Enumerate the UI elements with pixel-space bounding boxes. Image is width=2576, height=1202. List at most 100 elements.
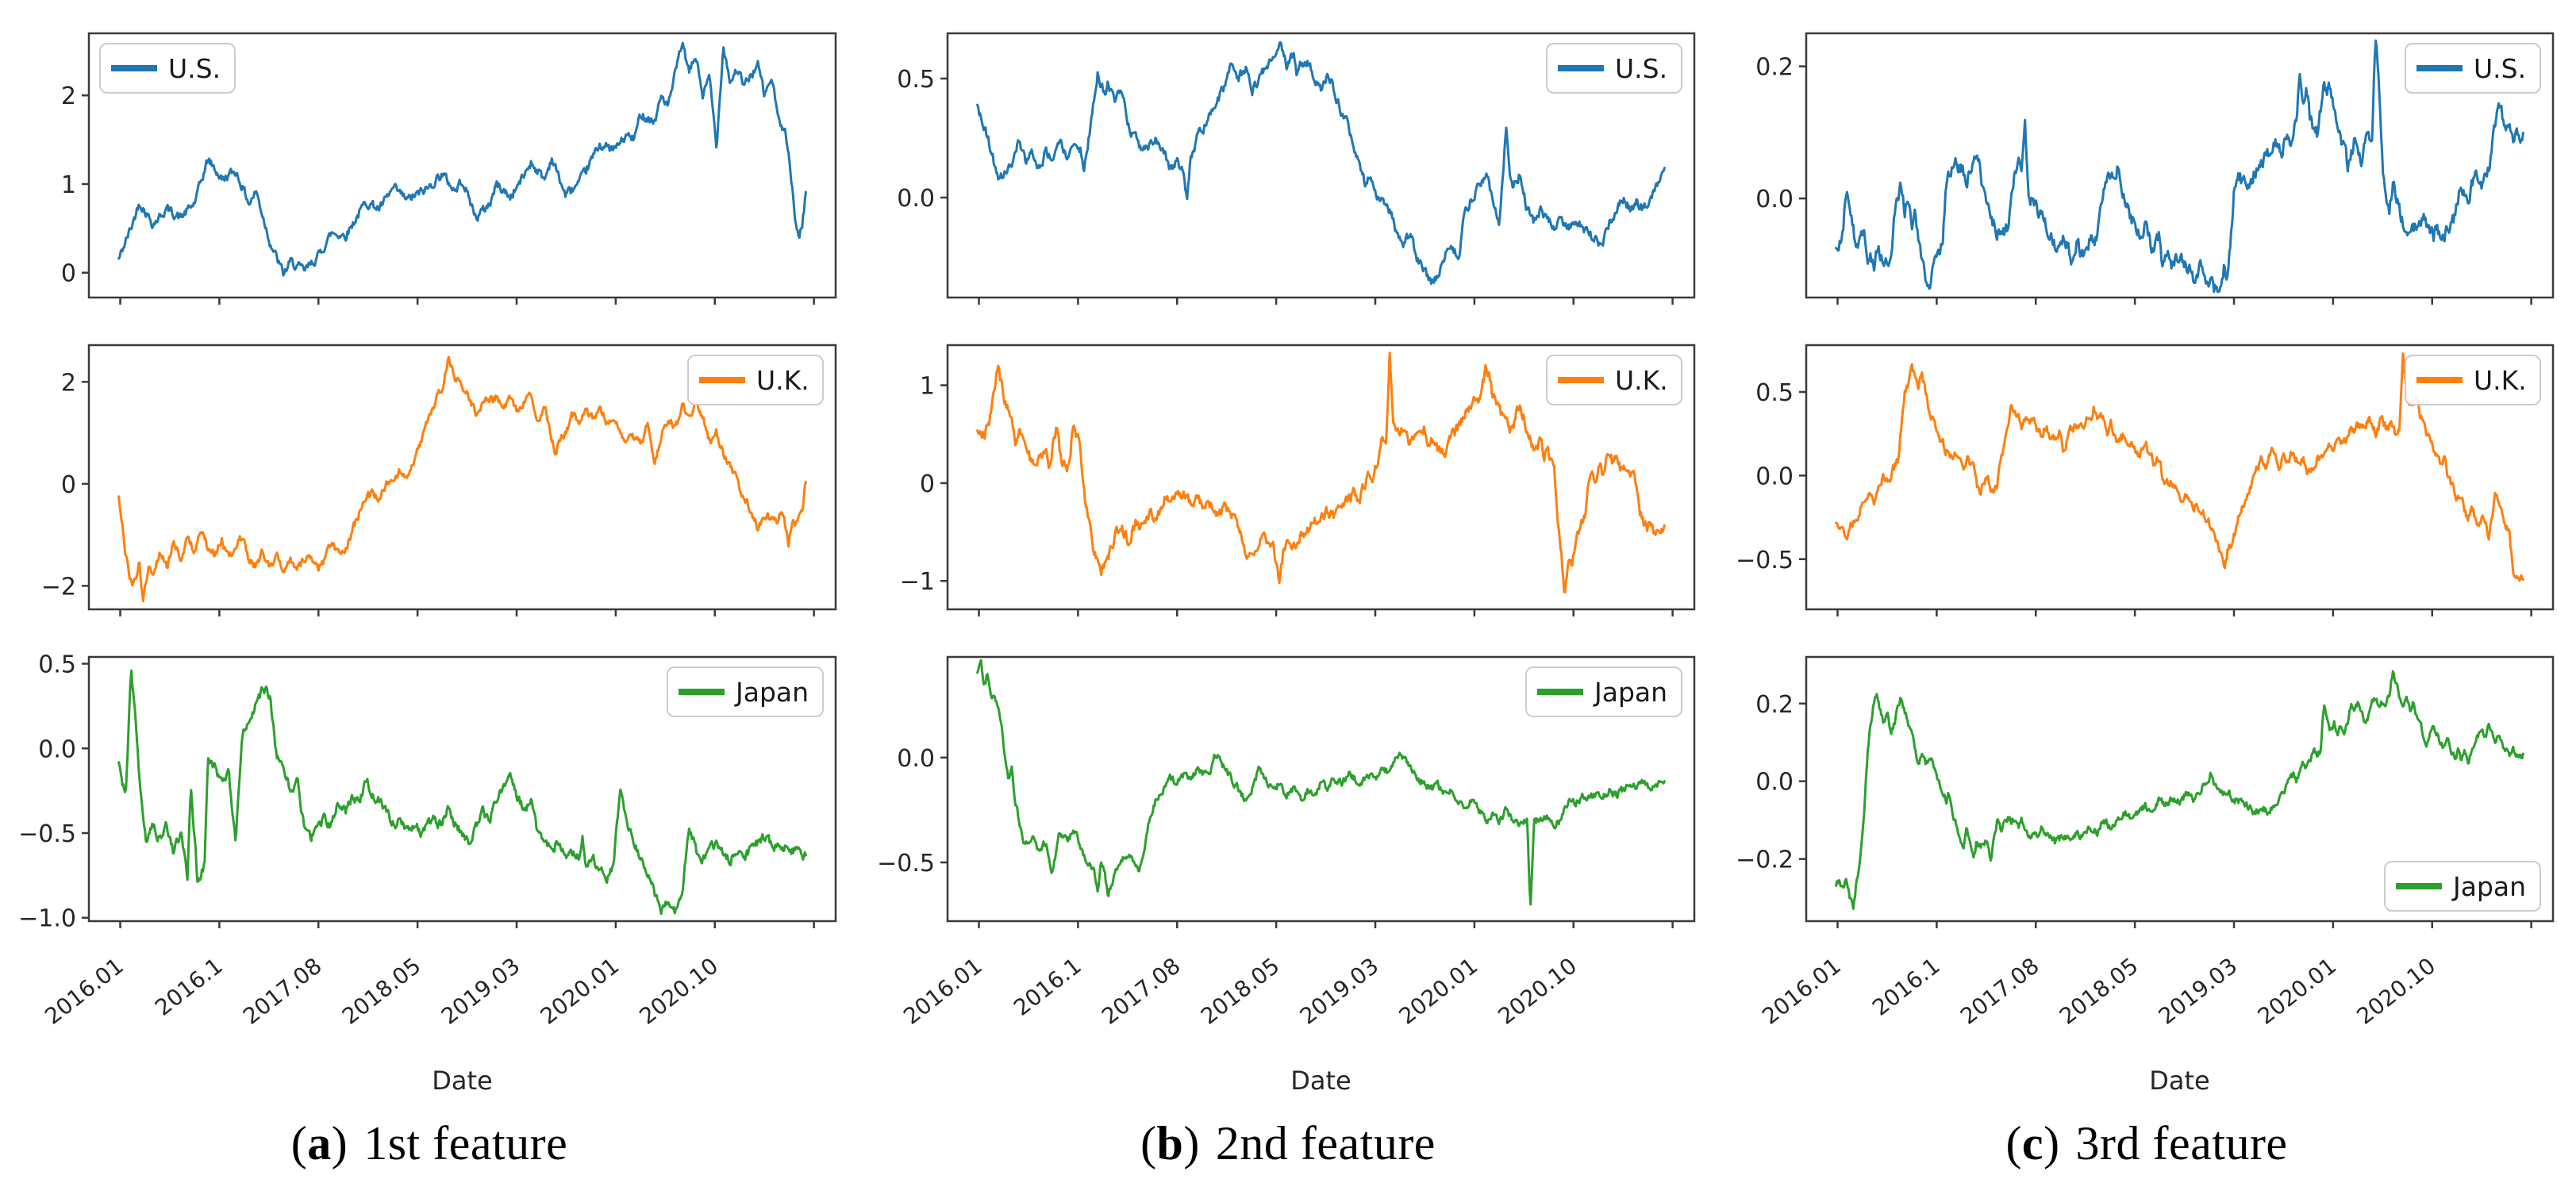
x-tick-label: 2016.1 <box>1867 953 1945 1021</box>
subplot-a-uk: 2 0 −2 U.K. <box>41 344 837 616</box>
legend-box <box>1546 355 1682 405</box>
y-tick-label: 2 <box>61 83 76 110</box>
legend-box <box>99 43 236 94</box>
legend-label: U.K. <box>2474 365 2527 396</box>
figure-column-c: 0.2 0.0 U.S. 0.5 0.0 −0.5 U.K. 0.2 0.0 −0.2 2016… <box>1717 2 2576 1171</box>
caption-a: (a) 1st feature <box>0 1116 859 1171</box>
series-line-uk <box>976 351 1666 594</box>
y-tick-label: 0 <box>61 471 76 499</box>
legend: Japan <box>667 666 824 717</box>
y-tick-label: 0.0 <box>1755 463 1794 490</box>
legend-box <box>2405 43 2541 94</box>
caption-paren: ) <box>331 1117 348 1169</box>
legend-label: U.S. <box>168 53 221 84</box>
y-tick-label: −0.2 <box>1736 847 1794 874</box>
series-line-japan <box>1835 670 2524 910</box>
x-tick-label: 2019.03 <box>2154 953 2243 1030</box>
x-tick-label: 2019.03 <box>436 953 525 1030</box>
y-tick-label: 0.5 <box>897 66 935 94</box>
y-tick-label: 1 <box>920 373 935 401</box>
caption-letter: c <box>2021 1117 2044 1169</box>
caption-paren: ) <box>1183 1117 1200 1169</box>
x-axis-title: Date <box>1290 1066 1351 1096</box>
y-tick-label: 0.0 <box>1755 186 1794 213</box>
y-tick-label: −1.0 <box>18 905 76 933</box>
legend-label: Japan <box>1593 677 1667 708</box>
caption-letter: b <box>1156 1117 1184 1169</box>
caption-paren: ( <box>2005 1117 2022 1169</box>
legend-label: U.S. <box>2474 53 2526 84</box>
series-line-us <box>1835 39 2524 294</box>
legend: U.S. <box>2405 43 2541 94</box>
x-tick-label: 2016.01 <box>898 953 987 1030</box>
x-tick-label: 2017.08 <box>238 953 327 1030</box>
x-axis-title: Date <box>2149 1066 2209 1096</box>
caption-label: 2nd feature <box>1215 1117 1436 1169</box>
legend-box <box>667 666 824 717</box>
subplot-c-japan: 0.2 0.0 −0.2 2016.01 2016.1 2017.08 2018.05 201… <box>1736 655 2555 1096</box>
legend-box <box>1546 43 1682 94</box>
subplot-b-uk: 1 0 −1 U.K. <box>900 344 1696 616</box>
y-tick-label: −0.5 <box>1736 547 1794 574</box>
legend: U.S. <box>1546 43 1682 94</box>
subplot-c-us: 0.2 0.0 U.S. <box>1755 32 2555 305</box>
axes-frame <box>1805 655 2555 923</box>
caption-paren: ( <box>1140 1117 1157 1169</box>
y-tick-label: 0 <box>920 470 935 498</box>
x-tick-label: 2018.05 <box>2055 953 2143 1030</box>
x-tick-label: 2019.03 <box>1295 953 1384 1030</box>
axes-frame <box>87 655 837 923</box>
axes-frame <box>946 32 1696 299</box>
x-tick-label: 2016.1 <box>1009 953 1086 1021</box>
y-tick-label: −1 <box>900 568 935 596</box>
series-line-japan <box>976 659 1666 906</box>
x-axis-title: Date <box>432 1066 492 1096</box>
y-tick-label: −0.5 <box>877 850 935 877</box>
y-tick-label: 0.2 <box>1755 54 1794 82</box>
series-line-us <box>976 40 1666 286</box>
x-tick-label: 2020.10 <box>1493 953 1582 1030</box>
legend-box <box>687 355 824 405</box>
axes-frame <box>1805 32 2555 299</box>
figure-column-b: 0.5 0.0 U.S. 1 0 −1 U.K. 0.0 −0.5 2016.01 2016.1… <box>859 2 1717 1171</box>
legend: Japan <box>1525 666 1682 717</box>
x-tick-label: 2017.08 <box>1097 953 1186 1030</box>
axes-frame <box>1805 344 2555 611</box>
series-line-japan <box>117 669 807 916</box>
legend: U.K. <box>687 355 824 405</box>
subplot-a-japan: 0.5 0.0 −0.5 −1.0 2016.01 2016.1 2017.08 2018.0… <box>18 651 837 1096</box>
legend-label: U.K. <box>756 365 809 396</box>
y-tick-label: −2 <box>41 573 76 601</box>
x-tick-label: 2016.01 <box>40 953 129 1030</box>
axes-frame <box>87 32 837 299</box>
y-tick-label: 0.2 <box>1755 691 1794 719</box>
legend-label: U.K. <box>1615 365 1668 396</box>
caption-label: 3rd feature <box>2075 1117 2288 1169</box>
y-tick-label: 1 <box>61 171 76 199</box>
caption-letter: a <box>307 1117 332 1169</box>
figure: 2 1 0 U.S. 2 0 −2 U.K. 0.5 0.0 −0.5 −1.0 2016.01 20… <box>0 2 2576 1171</box>
figure-column-a: 2 1 0 U.S. 2 0 −2 U.K. 0.5 0.0 −0.5 −1.0 2016.01 20… <box>0 2 859 1171</box>
legend-box <box>1525 666 1682 717</box>
legend-box <box>2405 355 2541 405</box>
y-tick-label: 0.0 <box>897 185 935 213</box>
axes-frame <box>87 344 837 611</box>
legend: U.K. <box>1546 355 1682 405</box>
y-tick-label: −0.5 <box>18 820 76 848</box>
subplot-b-us: 0.5 0.0 U.S. <box>897 32 1696 305</box>
x-tick-label: 2020.10 <box>2351 953 2440 1030</box>
x-tick-label: 2016.01 <box>1757 953 1846 1030</box>
series-line-us <box>117 41 807 277</box>
caption-c: (c) 3rd feature <box>1717 1116 2576 1171</box>
y-tick-label: 0.0 <box>1755 769 1794 797</box>
caption-paren: ) <box>2043 1117 2060 1169</box>
x-tick-label: 2016.1 <box>150 953 228 1021</box>
y-tick-label: 0.0 <box>38 735 76 763</box>
axes-frame <box>946 344 1696 611</box>
x-tick-label: 2020.01 <box>1394 953 1483 1030</box>
legend-box <box>2384 861 2541 912</box>
legend-label: U.S. <box>1615 53 1667 84</box>
caption-label: 1st feature <box>363 1117 568 1169</box>
legend: U.S. <box>99 43 236 94</box>
y-tick-label: 0.5 <box>38 651 76 679</box>
